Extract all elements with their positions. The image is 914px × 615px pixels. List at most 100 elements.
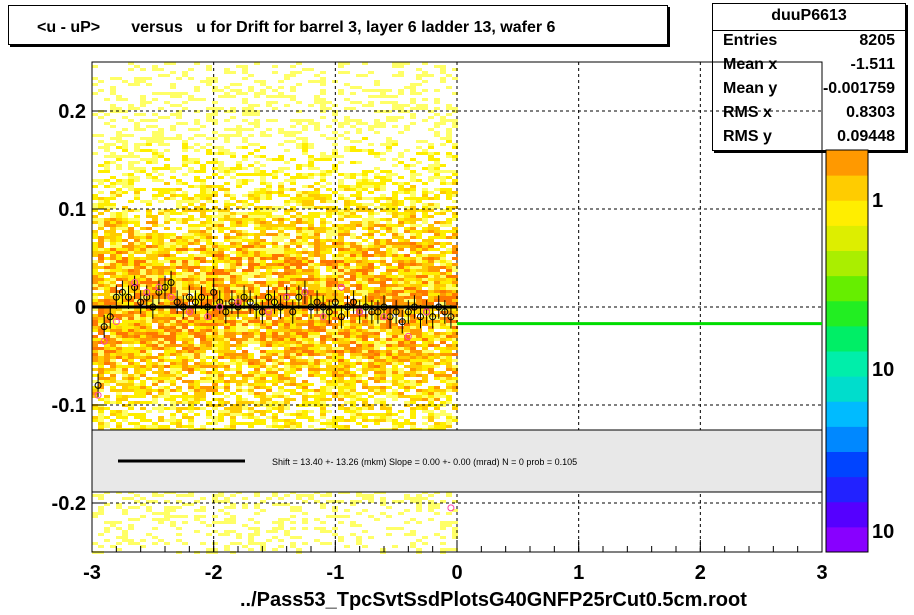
heatmap-cell [254,236,260,239]
heatmap-cell [338,245,344,248]
heatmap-cell [386,203,392,206]
heatmap-cell [176,203,182,206]
heatmap-cell [332,275,338,278]
heatmap-cell [410,251,416,254]
heatmap-cell [224,263,230,266]
heatmap-cell [356,263,362,266]
heatmap-cell [110,206,116,209]
heatmap-cell [296,191,302,194]
heatmap-cell [416,197,422,200]
heatmap-cell [434,194,440,197]
heatmap-cell [290,383,296,386]
heatmap-cell [320,89,326,92]
heatmap-cell [218,320,224,323]
heatmap-cell [356,182,362,185]
heatmap-cell [350,203,356,206]
heatmap-cell [182,218,188,221]
heatmap-cell [236,284,242,287]
heatmap-cell [128,227,134,230]
heatmap-cell [362,260,368,263]
heatmap-cell [350,266,356,269]
heatmap-cell [422,266,428,269]
heatmap-cell [392,293,398,296]
heatmap-cell [260,338,266,341]
heatmap-cell [218,164,224,167]
heatmap-cell [380,263,386,266]
heatmap-cell [182,362,188,365]
heatmap-cell [452,326,458,329]
heatmap-cell [362,197,368,200]
heatmap-cell [140,296,146,299]
heatmap-cell [182,212,188,215]
heatmap-cell [182,350,188,353]
heatmap-cell [134,308,140,311]
heatmap-cell [398,155,404,158]
heatmap-cell [308,275,314,278]
heatmap-cell [158,341,164,344]
heatmap-cell [224,140,230,143]
heatmap-cell [242,101,248,104]
heatmap-cell [344,119,350,122]
heatmap-cell [278,344,284,347]
stats-key: RMS y [723,128,772,145]
heatmap-cell [302,341,308,344]
heatmap-cell [440,290,446,293]
heatmap-cell [344,137,350,140]
heatmap-cell [110,371,116,374]
heatmap-cell [356,242,362,245]
heatmap-cell [314,371,320,374]
heatmap-cell [422,203,428,206]
heatmap-cell [392,371,398,374]
heatmap-cell [440,272,446,275]
heatmap-cell [284,353,290,356]
stats-value: 0.8303 [846,104,895,121]
heatmap-cell [398,215,404,218]
heatmap-cell [206,224,212,227]
heatmap-cell [392,242,398,245]
heatmap-cell [194,260,200,263]
stats-value: -1.511 [850,56,895,73]
heatmap-cell [362,89,368,92]
heatmap-cell [338,92,344,95]
heatmap-cell [146,260,152,263]
heatmap-cell [428,284,434,287]
heatmap-cell [128,356,134,359]
heatmap-cell [116,221,122,224]
heatmap-cell [350,278,356,281]
heatmap-cell [188,380,194,383]
heatmap-cell [428,398,434,401]
heatmap-cell [218,227,224,230]
heatmap-cell [446,287,452,290]
heatmap-cell [224,413,230,416]
heatmap-cell [122,263,128,266]
heatmap-cell [404,128,410,131]
heatmap-cell [242,398,248,401]
heatmap-cell [296,251,302,254]
heatmap-cell [410,335,416,338]
heatmap-cell [410,185,416,188]
heatmap-cell [374,152,380,155]
heatmap-cell [422,242,428,245]
heatmap-cell [338,392,344,395]
heatmap-cell [386,335,392,338]
heatmap-cell [356,191,362,194]
heatmap-cell [266,248,272,251]
heatmap-cell [410,401,416,404]
heatmap-cell [254,296,260,299]
heatmap-cell [422,350,428,353]
heatmap-cell [110,362,116,365]
heatmap-cell [104,98,110,101]
heatmap-cell [308,230,314,233]
heatmap-cell [302,251,308,254]
heatmap-cell [302,197,308,200]
heatmap-cell [374,80,380,83]
heatmap-cell [416,284,422,287]
heatmap-cell [122,209,128,212]
heatmap-cell [446,236,452,239]
heatmap-cell [422,98,428,101]
heatmap-cell [302,392,308,395]
heatmap-cell [434,134,440,137]
heatmap-cell [242,173,248,176]
heatmap-cell [374,173,380,176]
heatmap-cell [122,341,128,344]
